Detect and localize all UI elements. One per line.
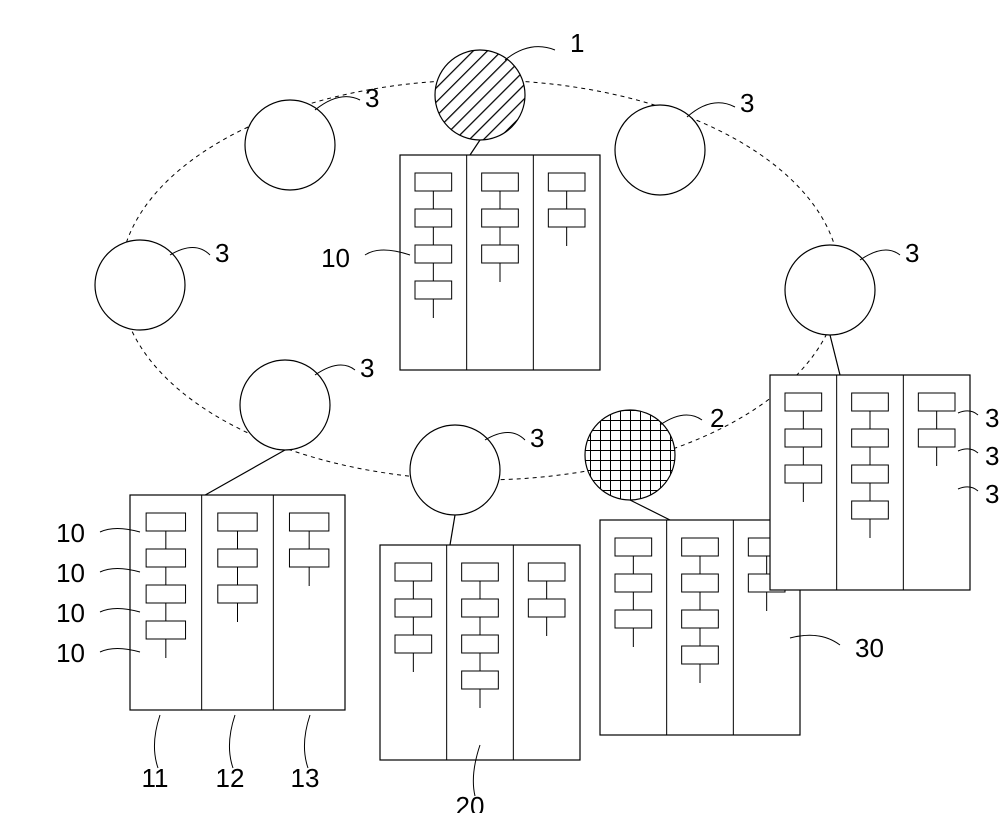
node-n1 [435, 50, 525, 140]
rack-rLeft [130, 495, 345, 710]
rack-rMid [380, 545, 580, 760]
node-n3f [410, 425, 500, 515]
svg-text:10: 10 [56, 598, 85, 628]
svg-text:3: 3 [215, 238, 229, 268]
svg-text:3: 3 [740, 88, 754, 118]
svg-text:12: 12 [216, 763, 245, 793]
rack-rTop [400, 155, 600, 370]
svg-text:30: 30 [985, 441, 1000, 471]
node-n3a [245, 100, 335, 190]
node-n3c [95, 240, 185, 330]
svg-text:10: 10 [56, 638, 85, 668]
svg-text:10: 10 [321, 243, 350, 273]
svg-text:30: 30 [985, 403, 1000, 433]
racks [130, 155, 970, 760]
svg-text:11: 11 [142, 763, 169, 793]
svg-text:3: 3 [365, 83, 379, 113]
svg-text:30: 30 [855, 633, 884, 663]
svg-text:30: 30 [985, 479, 1000, 509]
svg-text:10: 10 [56, 518, 85, 548]
svg-text:3: 3 [905, 238, 919, 268]
svg-text:3: 3 [530, 423, 544, 453]
svg-text:1: 1 [570, 28, 584, 58]
svg-text:20: 20 [456, 791, 485, 813]
svg-text:13: 13 [291, 763, 320, 793]
rack-rRight [770, 375, 970, 590]
svg-text:2: 2 [710, 403, 724, 433]
svg-text:10: 10 [56, 558, 85, 588]
svg-text:3: 3 [360, 353, 374, 383]
diagram-canvas: 1333333210101010101112132030303030 [0, 0, 1000, 813]
node-n3b [615, 105, 705, 195]
